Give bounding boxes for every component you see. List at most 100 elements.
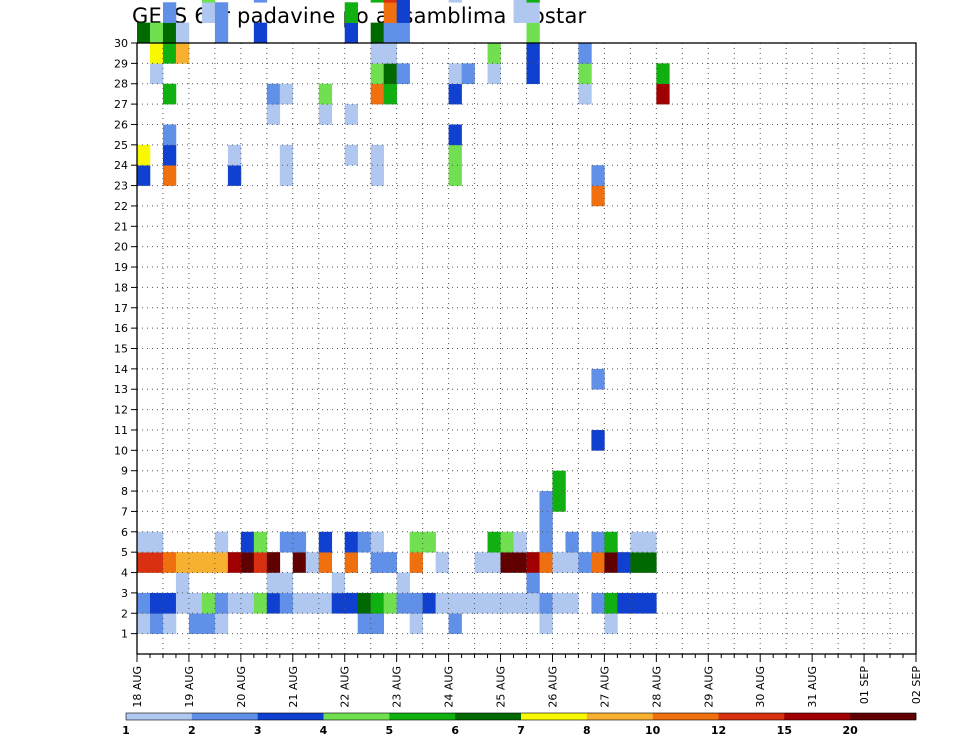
colorbar-segment	[586, 713, 653, 720]
heatmap-cell	[591, 368, 605, 390]
colorbar-segment	[521, 713, 588, 720]
heatmap-cell	[539, 531, 553, 553]
colorbar-segment	[126, 713, 193, 720]
heatmap-cell	[487, 43, 501, 64]
heatmap-cell	[448, 165, 462, 186]
heatmap-cell	[279, 83, 294, 105]
y-tick-label: 16	[114, 322, 128, 335]
heatmap-cell	[344, 531, 359, 553]
heatmap-cell	[539, 511, 553, 533]
heatmap-cell	[526, 0, 540, 3]
heatmap-cell	[500, 552, 514, 573]
heatmap-cell	[578, 43, 592, 64]
heatmap-cell	[565, 552, 579, 573]
heatmap-cell	[305, 592, 320, 614]
heatmap-cell	[448, 0, 462, 3]
y-tick-label: 23	[114, 180, 128, 193]
colorbar-label: 1	[122, 724, 130, 737]
heatmap-cell	[383, 552, 397, 573]
heatmap-cell	[630, 592, 644, 614]
heatmap-cell	[175, 22, 190, 44]
y-tick-label: 25	[114, 139, 128, 152]
heatmap-cell	[201, 613, 216, 634]
heatmap-cell	[383, 83, 397, 105]
heatmap-cell	[279, 592, 294, 614]
y-tick-label: 2	[121, 607, 128, 620]
heatmap-cell	[227, 165, 242, 186]
heatmap-cell	[279, 144, 294, 166]
x-tick-label: 27 AUG	[598, 666, 611, 708]
heatmap-cell	[526, 592, 540, 614]
x-tick-label: 22 AUG	[339, 666, 352, 708]
heatmap-cell	[513, 552, 527, 573]
heatmap-cell	[526, 552, 540, 573]
heatmap-cell	[331, 572, 346, 594]
heatmap-cell	[292, 552, 307, 573]
heatmap-cell	[539, 491, 553, 512]
heatmap-cell	[526, 2, 540, 23]
heatmap-cell	[396, 63, 410, 85]
heatmap-cell	[266, 104, 281, 125]
heatmap-cell	[448, 124, 462, 146]
y-tick-label: 27	[114, 98, 128, 111]
heatmap-cell	[344, 2, 359, 23]
heatmap-cell	[344, 104, 359, 125]
colorbar-frame	[125, 712, 917, 721]
y-tick-label: 19	[114, 261, 128, 274]
y-tick-label: 7	[121, 505, 128, 518]
heatmap-cell	[188, 552, 203, 573]
heatmap-cell	[591, 592, 605, 614]
colorbar-label: 2	[188, 724, 196, 737]
x-tick-label: 30 AUG	[754, 666, 767, 708]
heatmap-cell	[656, 83, 670, 105]
heatmap-cell	[149, 22, 164, 44]
heatmap-cell	[643, 592, 657, 614]
heatmap-cell	[383, 22, 397, 44]
x-tick-label: 29 AUG	[702, 666, 715, 708]
heatmap-cell	[214, 22, 229, 44]
heatmap-cell	[137, 165, 151, 186]
heatmap-cell	[214, 592, 229, 614]
heatmap-cell	[409, 613, 423, 634]
heatmap-cell	[318, 592, 333, 614]
heatmap-cell	[643, 531, 657, 553]
x-tick-label: 01 SEP	[858, 666, 871, 704]
heatmap-cell	[279, 165, 294, 186]
heatmap-cell	[175, 552, 190, 573]
heatmap-cell	[604, 592, 618, 614]
heatmap-cell	[539, 552, 553, 573]
heatmap-cell	[383, 43, 397, 64]
x-tick-label: 31 AUG	[806, 666, 819, 708]
heatmap-cell	[318, 83, 333, 105]
heatmap-cell	[149, 63, 164, 85]
heatmap-cell	[266, 572, 281, 594]
heatmap-cell	[513, 531, 527, 553]
heatmap-cell	[214, 531, 229, 553]
heatmap-cell	[409, 592, 423, 614]
heatmap-cell	[448, 144, 462, 166]
heatmap-cell	[487, 552, 501, 573]
colorbar-label: 7	[517, 724, 525, 737]
heatmap-cell	[630, 531, 644, 553]
heatmap-cell	[487, 531, 501, 553]
heatmap-cell	[331, 592, 346, 614]
heatmap-cell	[526, 22, 540, 44]
heatmap-cell	[344, 592, 359, 614]
heatmap-cell	[149, 613, 164, 634]
heatmap-cell	[370, 552, 384, 573]
y-tick-label: 4	[121, 567, 128, 580]
heatmap-cell	[137, 613, 151, 634]
heatmap-cell	[513, 2, 527, 23]
heatmap-cell	[253, 0, 268, 3]
heatmap-cell	[201, 552, 216, 573]
x-tick-label: 25 AUG	[495, 666, 508, 708]
colorbar-segment	[191, 713, 258, 720]
heatmap-cell	[137, 22, 151, 44]
heatmap-cell	[137, 592, 151, 614]
heatmap-cell	[162, 2, 177, 23]
heatmap-cell	[370, 43, 384, 64]
heatmap-cell	[552, 552, 566, 573]
heatmap-cell	[383, 2, 397, 23]
y-tick-label: 14	[114, 363, 128, 376]
y-tick-label: 20	[114, 241, 128, 254]
